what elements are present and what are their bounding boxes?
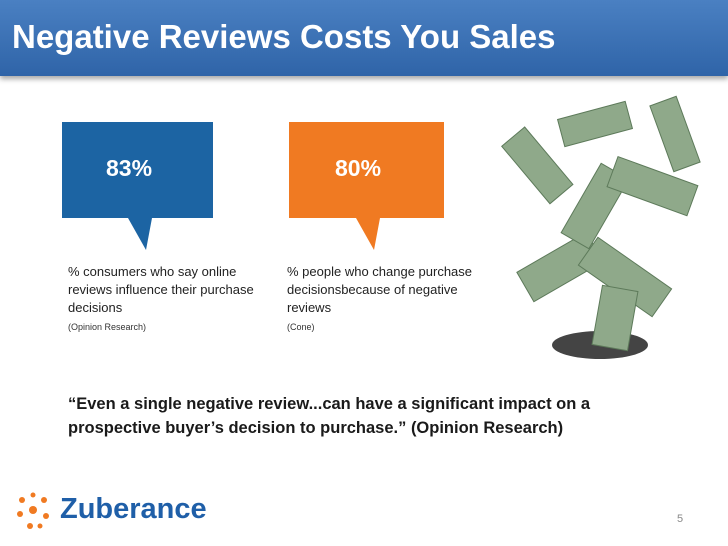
- logo-icon: [17, 492, 49, 529]
- stat-figure: 83%: [106, 155, 153, 181]
- stat-source: (Cone): [287, 322, 315, 332]
- title-bar: [0, 0, 728, 76]
- logo-text: Zuberance: [60, 493, 207, 525]
- blue-callout: [62, 122, 213, 250]
- stat-figure: 80%: [335, 155, 382, 181]
- quote: “Even a single negative review...can hav…: [68, 395, 591, 437]
- stat-source: (Opinion Research): [68, 322, 147, 332]
- stat-description: % consumers who say online reviews influ…: [68, 264, 254, 315]
- money-illustration: [501, 95, 701, 359]
- stat-description: % people who change purchase decisionsbe…: [287, 264, 473, 315]
- slide-title: Negative Reviews Costs You Sales: [12, 18, 556, 55]
- page-number: 5: [677, 513, 684, 525]
- orange-callout: [289, 122, 444, 250]
